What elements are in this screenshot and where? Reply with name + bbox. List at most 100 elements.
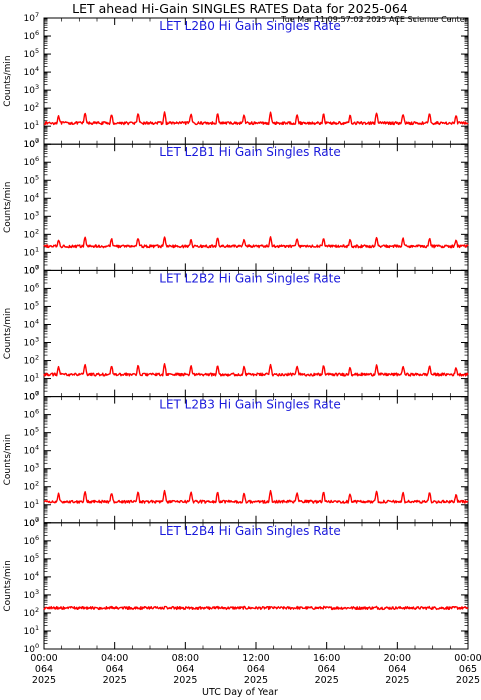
x-tick-label: 065 xyxy=(459,664,477,675)
x-tick-label: 2025 xyxy=(103,675,127,686)
data-series-line xyxy=(43,489,469,504)
y-tick-exponent: 0 xyxy=(35,642,39,650)
x-tick-label: 064 xyxy=(247,664,265,675)
y-tick-label: 10 xyxy=(24,573,36,583)
y-tick-label: 10 xyxy=(24,212,36,222)
data-series-line xyxy=(43,236,469,249)
x-tick-label: 2025 xyxy=(456,675,480,686)
y-axis-label: Counts/min xyxy=(3,434,13,485)
y-tick-exponent: 7 xyxy=(35,137,39,145)
y-tick-label: 10 xyxy=(24,519,36,529)
y-tick-label: 10 xyxy=(24,429,36,439)
y-tick-exponent: 0 xyxy=(35,516,39,524)
y-tick-label: 10 xyxy=(24,519,36,529)
y-tick-exponent: 7 xyxy=(35,390,39,398)
y-tick-label: 10 xyxy=(24,302,36,312)
y-tick-exponent: 2 xyxy=(35,227,39,235)
y-tick-exponent: 1 xyxy=(35,498,39,506)
y-tick-exponent: 1 xyxy=(35,624,39,632)
y-axis-label: Counts/min xyxy=(3,182,13,233)
y-tick-exponent: 3 xyxy=(35,462,39,470)
y-tick-exponent: 5 xyxy=(35,426,39,434)
y-axis-label: Counts/min xyxy=(3,560,13,611)
data-series-line xyxy=(43,111,469,126)
y-tick-label: 10 xyxy=(24,393,36,403)
timestamp: Tue Mar 11 09:57:02 2025 ACE Science Cen… xyxy=(280,15,469,24)
y-tick-label: 10 xyxy=(24,194,36,204)
y-tick-exponent: 3 xyxy=(35,83,39,91)
y-tick-label: 10 xyxy=(24,158,36,168)
y-tick-label: 10 xyxy=(24,537,36,547)
x-tick-label: 064 xyxy=(106,664,124,675)
x-tick-label: 2025 xyxy=(315,675,339,686)
y-tick-exponent: 6 xyxy=(35,155,39,163)
y-tick-exponent: 6 xyxy=(35,281,39,289)
y-tick-label: 10 xyxy=(24,248,36,258)
figure-title: LET ahead Hi-Gain SINGLES RATES Data for… xyxy=(72,1,408,16)
y-tick-label: 10 xyxy=(24,375,36,385)
y-tick-exponent: 2 xyxy=(35,606,39,614)
y-tick-exponent: 3 xyxy=(35,336,39,344)
y-tick-label: 10 xyxy=(24,122,36,132)
y-tick-exponent: 2 xyxy=(35,480,39,488)
y-tick-label: 10 xyxy=(24,266,36,276)
y-tick-exponent: 4 xyxy=(35,65,39,73)
y-tick-label: 10 xyxy=(24,411,36,421)
y-tick-label: 10 xyxy=(24,284,36,294)
y-tick-exponent: 3 xyxy=(35,209,39,217)
y-tick-label: 10 xyxy=(24,357,36,367)
y-tick-label: 10 xyxy=(24,266,36,276)
y-tick-exponent: 6 xyxy=(35,29,39,37)
panel-frame xyxy=(43,269,469,398)
y-tick-exponent: 7 xyxy=(35,11,39,19)
y-tick-label: 10 xyxy=(24,50,36,60)
y-tick-exponent: 4 xyxy=(35,570,39,578)
panel-frame xyxy=(43,522,469,650)
x-tick-label: 2025 xyxy=(385,675,409,686)
y-tick-exponent: 4 xyxy=(35,444,39,452)
y-tick-exponent: 6 xyxy=(35,534,39,542)
y-tick-exponent: 4 xyxy=(35,191,39,199)
y-tick-exponent: 5 xyxy=(35,47,39,55)
y-tick-label: 10 xyxy=(24,32,36,42)
y-axis-label: Counts/min xyxy=(3,308,13,359)
x-tick-label: 04:00 xyxy=(101,653,128,664)
y-tick-label: 10 xyxy=(24,339,36,349)
y-tick-exponent: 0 xyxy=(35,137,39,145)
panel-frame xyxy=(43,143,469,271)
x-tick-label: 064 xyxy=(35,664,53,675)
y-tick-exponent: 0 xyxy=(35,390,39,398)
panel-frame xyxy=(43,17,469,145)
data-series-line xyxy=(43,363,469,377)
y-tick-label: 10 xyxy=(24,320,36,330)
y-tick-label: 10 xyxy=(24,483,36,493)
y-tick-label: 10 xyxy=(24,627,36,637)
panel-title: LET L2B2 Hi Gain Singles Rate xyxy=(159,271,340,285)
y-tick-exponent: 1 xyxy=(35,119,39,127)
y-tick-exponent: 5 xyxy=(35,299,39,307)
y-tick-label: 10 xyxy=(24,501,36,511)
panel-frame xyxy=(43,396,469,524)
y-tick-label: 10 xyxy=(24,140,36,150)
y-tick-label: 10 xyxy=(24,447,36,457)
y-tick-label: 10 xyxy=(24,465,36,475)
x-tick-label: 20:00 xyxy=(384,653,411,664)
y-tick-label: 10 xyxy=(24,230,36,240)
x-tick-label: 08:00 xyxy=(172,653,199,664)
y-tick-exponent: 0 xyxy=(35,263,39,271)
y-axis-label: Counts/min xyxy=(3,55,13,106)
y-tick-exponent: 7 xyxy=(35,516,39,524)
y-tick-exponent: 1 xyxy=(35,372,39,380)
y-tick-label: 10 xyxy=(24,14,36,24)
y-tick-label: 10 xyxy=(24,591,36,601)
y-tick-exponent: 4 xyxy=(35,317,39,325)
x-tick-label: 00:00 xyxy=(454,653,481,664)
x-tick-label: 12:00 xyxy=(242,653,269,664)
x-tick-label: 064 xyxy=(318,664,336,675)
y-tick-exponent: 1 xyxy=(35,245,39,253)
